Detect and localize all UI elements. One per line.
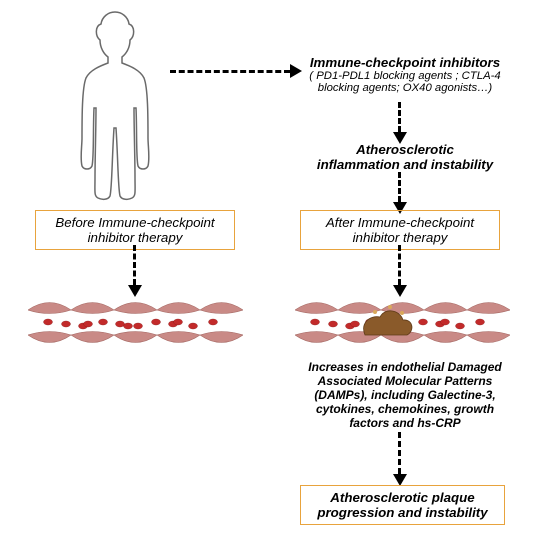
after-therapy-box: After Immune-checkpoint inhibitor therap… xyxy=(300,210,500,250)
final-outcome-box: Atherosclerotic plaque progression and i… xyxy=(300,485,505,525)
arrow-to-ici xyxy=(170,70,290,73)
inflammation-text: Atherosclerotic inflammation and instabi… xyxy=(315,142,495,172)
arrow-inflam-to-after xyxy=(398,172,401,202)
arrow-ici-to-inflam xyxy=(398,102,401,132)
plaque-vessel-diagram xyxy=(295,295,510,350)
arrow-damps-to-final xyxy=(398,432,401,474)
ici-heading-block: Immune-checkpoint inhibitors ( PD1-PDL1 … xyxy=(300,55,510,94)
ici-subtitle: ( PD1-PDL1 blocking agents ; CTLA-4 bloc… xyxy=(300,70,510,94)
before-therapy-label: Before Immune-checkpoint inhibitor thera… xyxy=(42,215,228,245)
arrow-after-to-vessel xyxy=(398,245,401,285)
final-outcome-label: Atherosclerotic plaque progression and i… xyxy=(307,490,498,520)
damps-text: Increases in endothelial Damaged Associa… xyxy=(300,360,510,430)
person-silhouette xyxy=(60,8,170,203)
after-therapy-label: After Immune-checkpoint inhibitor therap… xyxy=(307,215,493,245)
arrow-before-to-vessel xyxy=(133,245,136,285)
before-therapy-box: Before Immune-checkpoint inhibitor thera… xyxy=(35,210,235,250)
ici-title: Immune-checkpoint inhibitors xyxy=(300,55,510,70)
healthy-vessel-diagram xyxy=(28,295,243,350)
